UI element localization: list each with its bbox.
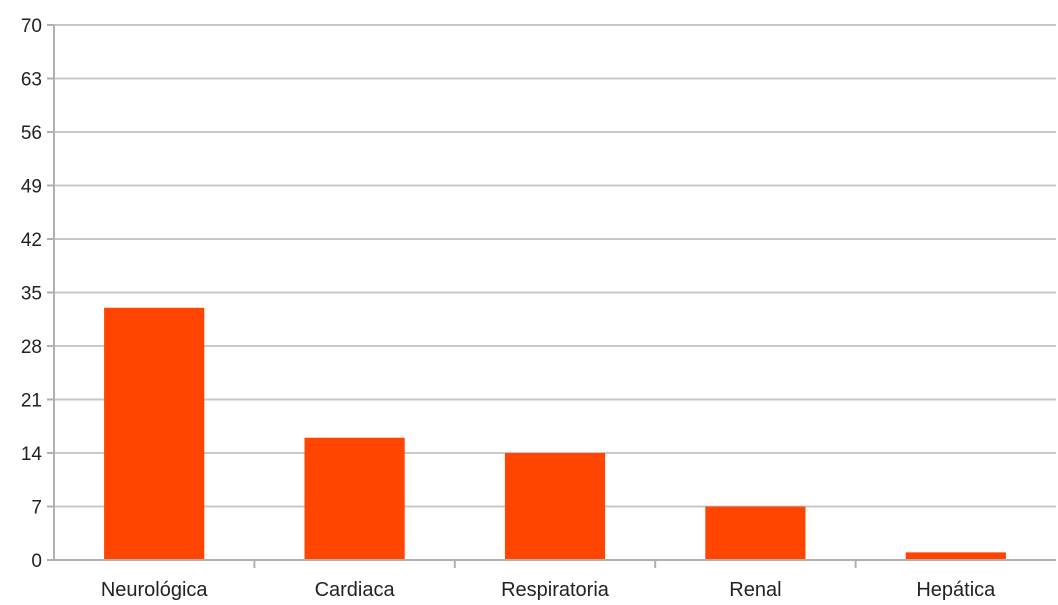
x-axis-categories: Neurológica Cardiaca Respiratoria Renal Hepá… (101, 579, 996, 601)
y-tick-label: 49 (21, 177, 42, 198)
bar-4 (705, 506, 806, 560)
bar-2 (304, 437, 405, 560)
y-tick-label: 35 (21, 284, 42, 305)
bar-3 (504, 453, 606, 560)
y-tick-label: 0 (31, 551, 42, 572)
x-category-label: Respiratoria (501, 579, 610, 601)
y-tick-label: 21 (21, 391, 42, 412)
bars (104, 307, 1006, 560)
y-tick-label: 7 (31, 498, 42, 519)
y-tick-label: 14 (21, 444, 43, 465)
y-tick-label: 63 (21, 70, 42, 91)
x-category-label: Renal (729, 579, 781, 601)
x-category-label: Hepática (916, 579, 996, 601)
grid-layer (54, 24, 1056, 508)
bar-1 (104, 307, 205, 560)
axes (47, 24, 1056, 568)
y-tick-label: 70 (21, 16, 42, 37)
y-tick-label: 56 (21, 123, 42, 144)
y-tick-label: 28 (21, 337, 42, 358)
x-category-label: Neurológica (101, 579, 209, 601)
y-tick-label: 42 (21, 230, 42, 251)
bar-5 (905, 552, 1006, 560)
x-category-label: Cardiaca (315, 579, 396, 601)
y-axis-ticks: 0 7 14 21 28 35 42 49 56 63 70 (21, 16, 43, 572)
